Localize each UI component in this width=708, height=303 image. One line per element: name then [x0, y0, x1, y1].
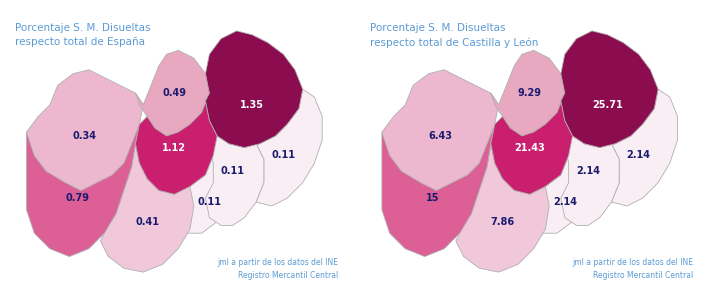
- Text: 7.86: 7.86: [491, 217, 515, 227]
- Text: 2.14: 2.14: [627, 150, 651, 160]
- Polygon shape: [382, 124, 495, 257]
- Text: Porcentaje S. M. Disueltas
respecto total de Castilla y León: Porcentaje S. M. Disueltas respecto tota…: [370, 23, 539, 48]
- Polygon shape: [101, 144, 194, 272]
- Text: 0.11: 0.11: [221, 166, 245, 176]
- Text: 0.49: 0.49: [162, 88, 186, 98]
- Text: 0.41: 0.41: [135, 217, 159, 227]
- Text: 25.71: 25.71: [592, 100, 623, 110]
- Polygon shape: [171, 136, 236, 233]
- Text: 1.35: 1.35: [240, 100, 264, 110]
- Text: 15: 15: [426, 193, 439, 203]
- Polygon shape: [382, 70, 498, 190]
- Text: Porcentaje S. M. Disueltas
respecto total de España: Porcentaje S. M. Disueltas respecto tota…: [15, 23, 150, 47]
- Polygon shape: [26, 70, 143, 190]
- Text: 2.14: 2.14: [576, 166, 600, 176]
- Text: 6.43: 6.43: [428, 131, 452, 141]
- Text: 21.43: 21.43: [515, 143, 545, 153]
- Text: jml a partir de los datos del INE
Registro Mercantil Central: jml a partir de los datos del INE Regist…: [572, 258, 693, 280]
- Polygon shape: [205, 120, 264, 225]
- Polygon shape: [244, 89, 322, 206]
- Polygon shape: [491, 50, 565, 136]
- Polygon shape: [600, 89, 678, 206]
- Text: 9.29: 9.29: [518, 88, 542, 98]
- Text: 0.11: 0.11: [198, 197, 222, 207]
- Polygon shape: [135, 50, 210, 136]
- Text: 0.34: 0.34: [73, 131, 97, 141]
- Polygon shape: [491, 93, 573, 194]
- Polygon shape: [205, 31, 303, 148]
- Polygon shape: [26, 124, 139, 257]
- Text: jml a partir de los datos del INE
Registro Mercantil Central: jml a partir de los datos del INE Regist…: [217, 258, 338, 280]
- Text: 0.79: 0.79: [65, 193, 89, 203]
- Polygon shape: [526, 136, 592, 233]
- Polygon shape: [135, 93, 217, 194]
- Polygon shape: [561, 31, 658, 148]
- Polygon shape: [456, 144, 549, 272]
- Text: 2.14: 2.14: [553, 197, 577, 207]
- Text: 0.11: 0.11: [271, 150, 295, 160]
- Polygon shape: [561, 120, 620, 225]
- Text: 1.12: 1.12: [162, 143, 186, 153]
